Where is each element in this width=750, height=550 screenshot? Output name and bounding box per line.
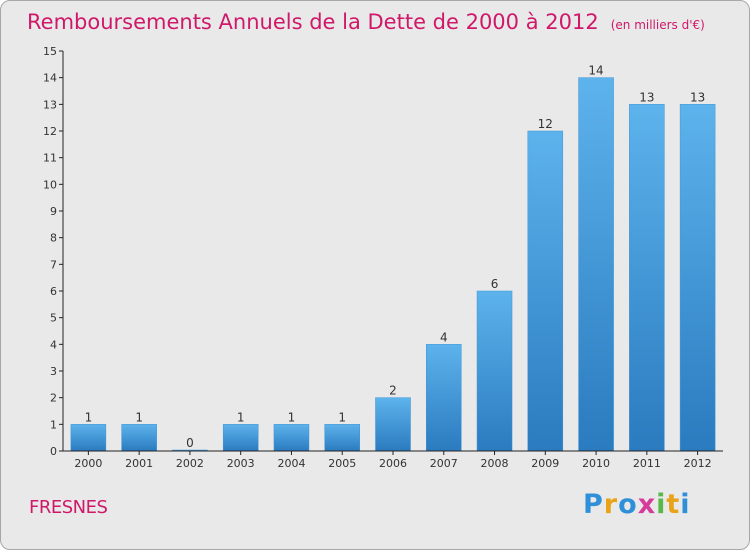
place-name: FRESNES: [29, 497, 108, 518]
y-tick-label: 10: [43, 178, 57, 191]
y-tick-label: 12: [43, 125, 57, 138]
bar-value-label: 12: [538, 117, 553, 131]
y-tick-label: 13: [43, 98, 57, 111]
logo-letter: o: [618, 489, 638, 520]
bar: [679, 104, 716, 452]
y-tick-label: 11: [43, 152, 57, 165]
bar-value-label: 1: [338, 410, 346, 424]
logo-letter: x: [637, 489, 657, 520]
x-tick-label: 2004: [277, 457, 305, 470]
bar-value-label: 0: [186, 436, 194, 450]
bar: [629, 104, 665, 452]
proxiti-logo: Proxiti: [583, 489, 691, 520]
bar: [324, 424, 360, 452]
x-tick-label: 2008: [481, 457, 509, 470]
x-tick-label: 2000: [74, 457, 102, 470]
bar-value-label: 13: [639, 90, 654, 104]
x-tick-label: 2011: [633, 457, 661, 470]
logo-letter: t: [666, 489, 681, 520]
bar: [222, 424, 259, 452]
bar: [70, 424, 107, 452]
y-tick-label: 9: [50, 205, 57, 218]
bar-value-label: 14: [588, 64, 603, 78]
x-tick-label: 2007: [430, 457, 458, 470]
chart-title-unit: (en milliers d'€): [610, 18, 705, 32]
bar-value-label: 4: [440, 330, 448, 344]
logo-letter: i: [680, 489, 691, 520]
y-tick-label: 15: [43, 45, 57, 58]
bar-value-label: 6: [491, 277, 499, 291]
x-tick-label: 2001: [125, 457, 153, 470]
bar-value-label: 1: [237, 410, 245, 424]
y-tick-label: 4: [50, 338, 57, 351]
chart-title: Remboursements Annuels de la Dette de 20…: [27, 8, 705, 39]
bar-value-label: 1: [288, 410, 296, 424]
y-tick-label: 3: [50, 365, 57, 378]
bar-value-label: 13: [690, 90, 705, 104]
chart-title-main: Remboursements Annuels de la Dette de 20…: [27, 10, 599, 34]
y-tick-label: 2: [50, 392, 57, 405]
x-tick-label: 2003: [227, 457, 255, 470]
bar: [375, 397, 411, 452]
bar-value-label: 1: [85, 410, 93, 424]
bar: [426, 344, 462, 452]
x-tick-label: 2006: [379, 457, 407, 470]
x-tick-label: 2010: [582, 457, 610, 470]
y-tick-label: 8: [50, 232, 57, 245]
y-tick-label: 14: [43, 72, 57, 85]
y-tick-label: 1: [50, 418, 57, 431]
y-tick-label: 0: [50, 445, 57, 458]
bar: [527, 130, 564, 452]
y-tick-label: 6: [50, 285, 57, 298]
x-tick-label: 2005: [328, 457, 356, 470]
x-tick-label: 2002: [176, 457, 204, 470]
logo-letter: i: [656, 489, 667, 520]
x-tick-label: 2009: [531, 457, 559, 470]
logo-letter: P: [583, 489, 604, 520]
bar: [121, 424, 157, 452]
x-tick-label: 2012: [684, 457, 712, 470]
bar: [578, 77, 614, 452]
logo-letter: r: [603, 489, 619, 520]
bar: [273, 424, 310, 452]
bar-value-label: 1: [135, 410, 143, 424]
y-tick-label: 7: [50, 258, 57, 271]
bar-value-label: 2: [389, 384, 397, 398]
bar: [476, 290, 513, 452]
y-tick-label: 5: [50, 312, 57, 325]
